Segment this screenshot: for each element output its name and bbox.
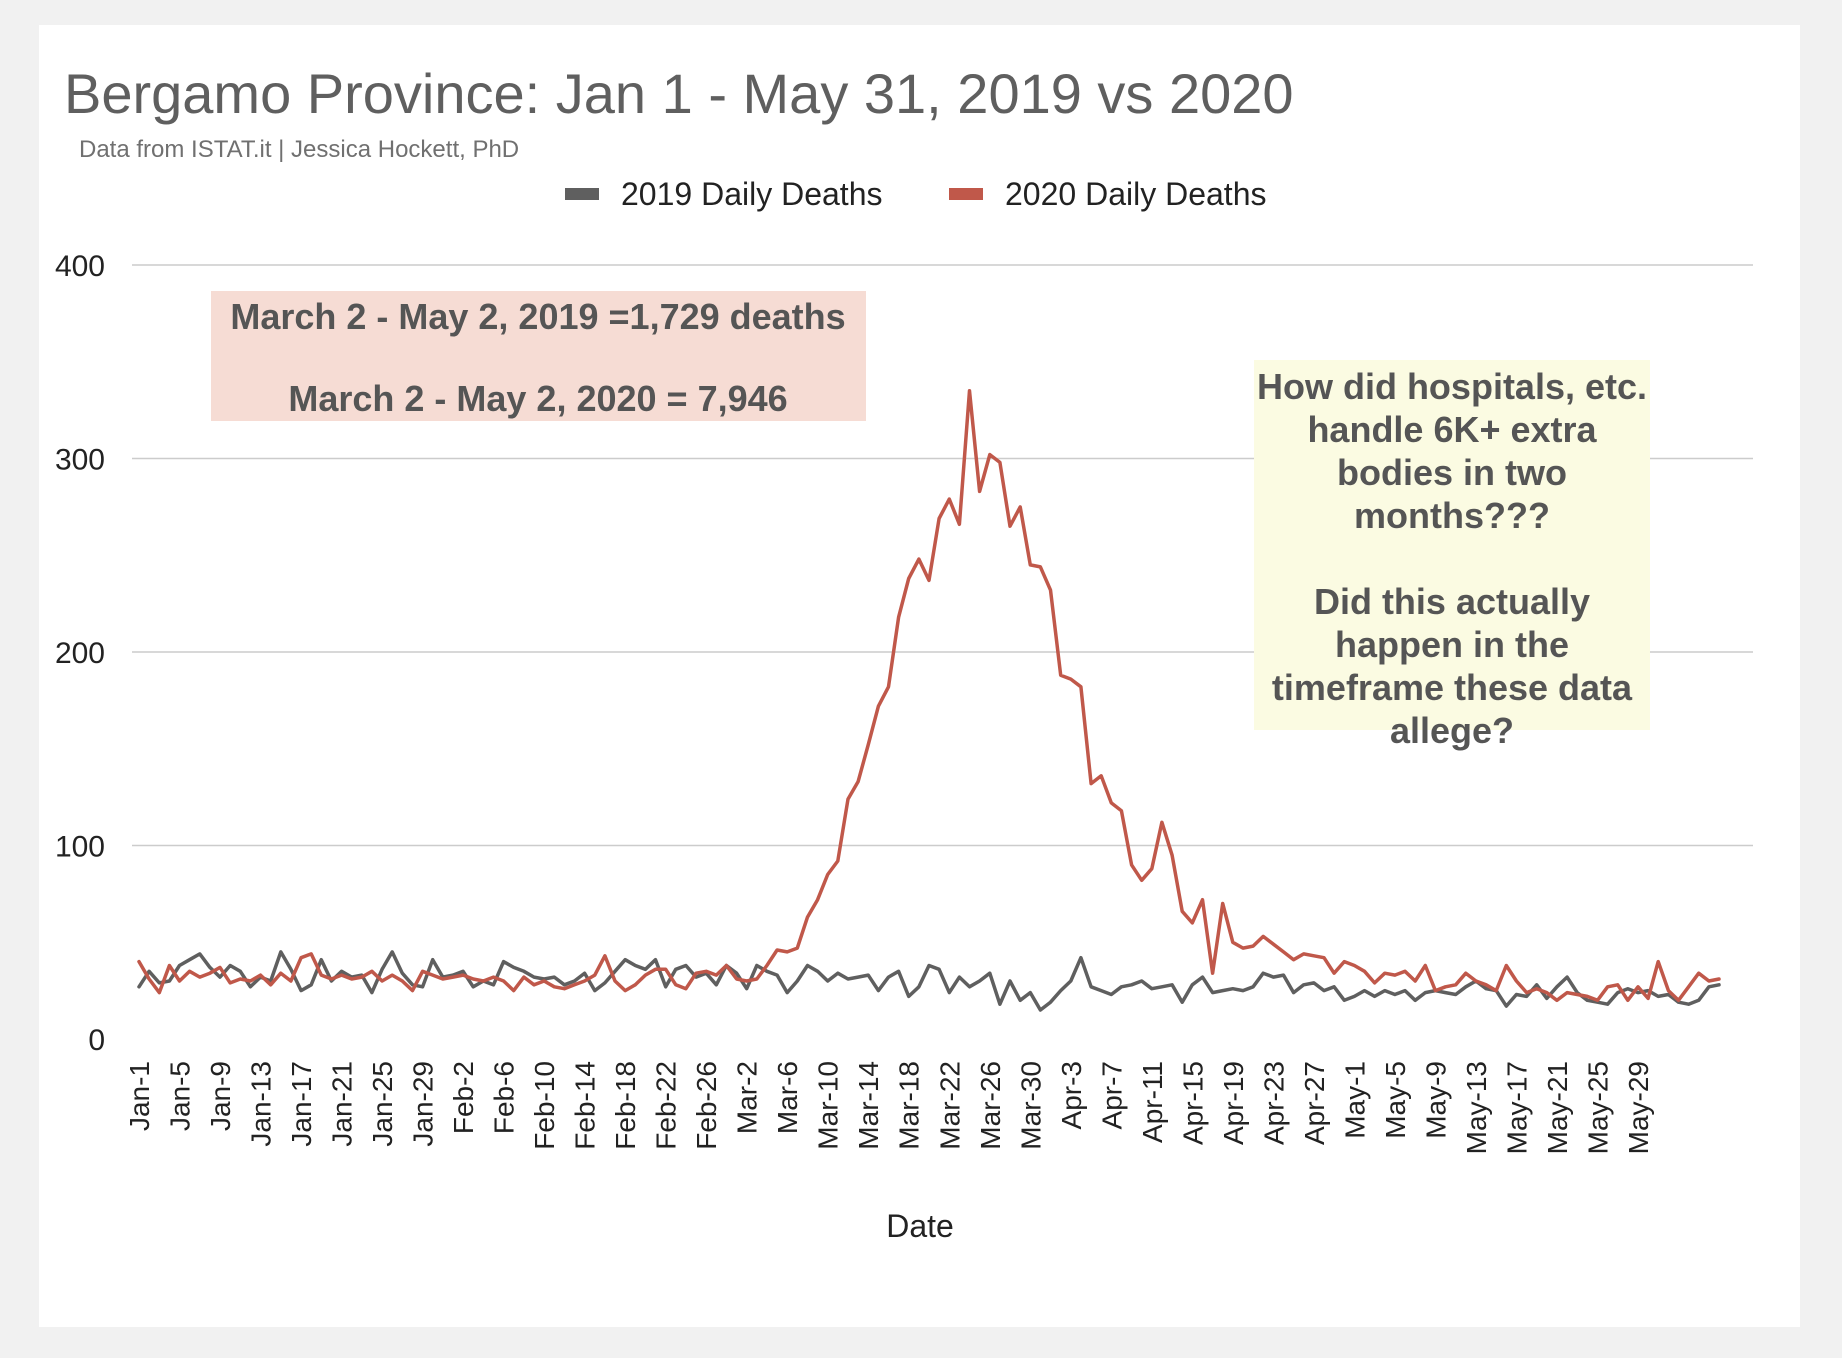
x-axis-ticks: Jan-1 Jan-5 Jan-9 Jan-13 Jan-17 Jan-21 Jan-25 J…	[124, 1061, 1654, 1154]
x-tick-label: Jan-21	[327, 1061, 358, 1147]
x-tick-label: Apr-3	[1056, 1061, 1087, 1129]
x-tick-label: Jan-13	[246, 1061, 277, 1147]
x-tick-label: Apr-19	[1218, 1061, 1249, 1145]
legend-label-2019: 2019 Daily Deaths	[621, 176, 882, 212]
question-note-line: timeframe these data	[1272, 667, 1633, 708]
legend-label-2020: 2020 Daily Deaths	[1005, 176, 1266, 212]
x-axis-label: Date	[886, 1208, 954, 1244]
series-line-2020	[137, 389, 1721, 1003]
x-tick-label: May-21	[1542, 1061, 1573, 1154]
chart-card: Bergamo Province: Jan 1 - May 31, 2019 v…	[39, 25, 1800, 1327]
x-tick-label: Mar-10	[813, 1061, 844, 1150]
x-tick-label: Mar-14	[853, 1061, 884, 1150]
x-tick-label: Jan-1	[124, 1061, 155, 1131]
x-tick-label: Feb-2	[448, 1061, 479, 1134]
question-note-line: months???	[1354, 495, 1550, 536]
x-tick-label: Apr-11	[1137, 1061, 1168, 1143]
y-axis-ticks: 0 100 200 300 400	[55, 250, 105, 1057]
x-tick-label: Jan-29	[408, 1061, 439, 1147]
x-tick-label: Mar-30	[1015, 1061, 1046, 1150]
question-note-line: How did hospitals, etc.	[1257, 366, 1647, 407]
question-note-line: handle 6K+ extra	[1307, 409, 1597, 450]
question-note: How did hospitals, etc.handle 6K+ extrab…	[1254, 360, 1650, 751]
x-tick-label: Mar-26	[975, 1061, 1006, 1150]
x-tick-label: May-13	[1461, 1061, 1492, 1154]
question-note-line: Did this actually	[1314, 581, 1590, 622]
x-tick-label: Mar-22	[934, 1061, 965, 1150]
x-tick-label: Apr-23	[1258, 1061, 1289, 1145]
chart: Bergamo Province: Jan 1 - May 31, 2019 v…	[55, 62, 1753, 1244]
x-tick-label: Mar-2	[732, 1061, 763, 1134]
y-tick-label: 100	[55, 831, 105, 864]
x-tick-label: Mar-18	[894, 1061, 925, 1150]
legend-swatch-2020	[949, 188, 983, 200]
comparison-note-line-2: March 2 - May 2, 2020 = 7,946	[288, 378, 787, 419]
y-tick-label: 400	[55, 250, 105, 283]
x-tick-label: Feb-18	[610, 1061, 641, 1150]
chart-title: Bergamo Province: Jan 1 - May 31, 2019 v…	[64, 62, 1294, 125]
x-tick-label: Feb-14	[570, 1061, 601, 1150]
legend: 2019 Daily Deaths 2020 Daily Deaths	[565, 176, 1266, 212]
chart-subtitle: Data from ISTAT.it | Jessica Hockett, Ph…	[79, 136, 519, 163]
y-tick-label: 300	[55, 444, 105, 477]
question-note-line: bodies in two	[1337, 452, 1567, 493]
x-tick-label: Mar-6	[772, 1061, 803, 1134]
question-note-line: happen in the	[1335, 624, 1569, 665]
x-tick-label: May-9	[1420, 1061, 1451, 1139]
x-tick-label: May-1	[1339, 1061, 1370, 1139]
x-tick-label: Jan-17	[286, 1061, 317, 1147]
comparison-note-line-1: March 2 - May 2, 2019 =1,729 deaths	[230, 296, 845, 337]
x-tick-label: May-25	[1583, 1061, 1614, 1154]
comparison-note: March 2 - May 2, 2019 =1,729 deaths Marc…	[211, 291, 866, 421]
comparison-note-box	[211, 291, 866, 421]
x-tick-label: Jan-5	[165, 1061, 196, 1131]
y-tick-label: 0	[88, 1024, 105, 1057]
question-note-box	[1254, 360, 1650, 730]
question-note-line: allege?	[1390, 710, 1514, 751]
x-tick-label: Feb-22	[651, 1061, 682, 1150]
series-line-2019	[137, 950, 1721, 1012]
x-tick-label: Apr-15	[1177, 1061, 1208, 1145]
x-tick-label: Jan-9	[205, 1061, 236, 1131]
x-tick-label: May-5	[1380, 1061, 1411, 1139]
x-tick-label: Feb-6	[489, 1061, 520, 1134]
x-tick-label: May-29	[1623, 1061, 1654, 1154]
x-tick-label: Jan-25	[367, 1061, 398, 1147]
x-tick-label: Feb-26	[691, 1061, 722, 1150]
series-lines	[137, 389, 1721, 1012]
x-tick-label: Feb-10	[529, 1061, 560, 1150]
y-tick-label: 200	[55, 637, 105, 670]
x-tick-label: Apr-7	[1096, 1061, 1127, 1129]
x-tick-label: Apr-27	[1299, 1061, 1330, 1145]
legend-swatch-2019	[565, 188, 599, 200]
x-tick-label: May-17	[1501, 1061, 1532, 1154]
